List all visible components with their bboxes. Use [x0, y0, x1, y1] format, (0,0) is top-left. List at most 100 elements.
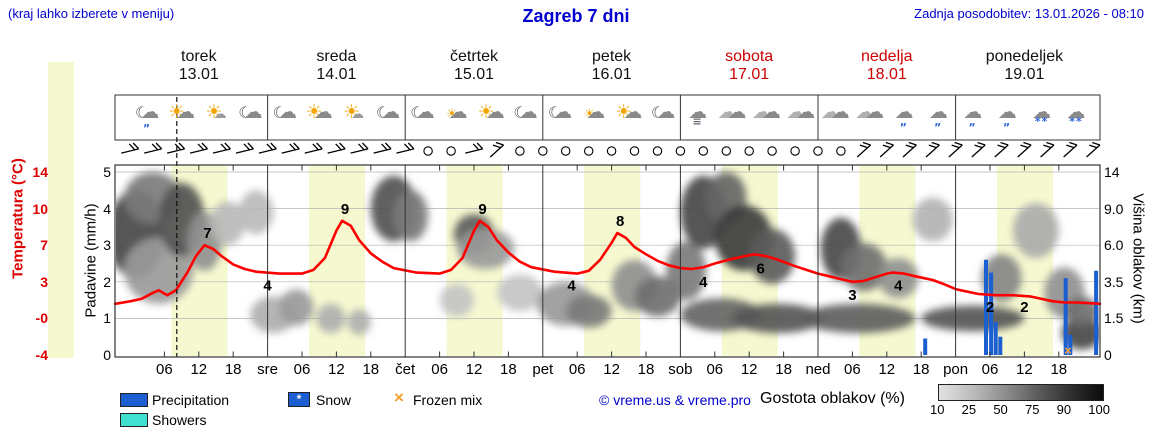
rain-mark-icon: „	[968, 115, 977, 128]
day-name: ponedeljek	[985, 48, 1064, 65]
day-name: sreda	[316, 48, 357, 65]
weather-icon-cloudy: ☁☁	[715, 100, 749, 136]
weather-icon-mostly-sunny: ☀☁	[337, 100, 371, 136]
weather-icon-partly-sunny: ☀☁	[612, 100, 646, 136]
hour-label: 12	[740, 361, 758, 378]
precipitation-legend-label: Precipitation	[152, 392, 230, 408]
hour-label: 06	[156, 361, 173, 378]
weather-icon-cloudy: ☁☁	[784, 100, 818, 136]
weather-icon-cloudy-sun: ☀☁	[440, 100, 474, 136]
day-header-petek: petek 16.01	[552, 48, 672, 84]
density-tick-label: 100	[1088, 402, 1110, 417]
svg-text:9: 9	[341, 201, 349, 218]
svg-text:4: 4	[894, 278, 903, 295]
day-header-torek: torek 13.01	[139, 48, 259, 84]
day-name: četrtek	[449, 48, 498, 65]
weather-icon-partly-sunny: ☀☁	[165, 100, 199, 136]
copyright-link[interactable]: © vreme.us & vreme.pro	[599, 392, 751, 408]
weather-icon-cloudy: ☁☁	[749, 100, 783, 136]
sun-icon: ☀	[343, 101, 361, 123]
time-axis: 06 12 18 sre 06 12 18 čet 06 12 18 pet 06 12 18 sob 06 12…	[0, 361, 1152, 379]
hour-label: 18	[500, 361, 517, 378]
weather-icon-night-cloudy: ☾☁	[268, 100, 302, 136]
day-date: 18.01	[866, 66, 907, 83]
tick-label: 0	[1104, 347, 1112, 363]
weather-icon-rain: ☁ „	[990, 100, 1024, 136]
hour-label: 18	[775, 361, 792, 378]
snow-icon: *	[288, 392, 310, 407]
svg-text:×: ×	[1064, 343, 1072, 358]
cloud-icon: ☁	[1032, 101, 1052, 123]
cloud-icon: ☁	[381, 101, 401, 123]
showers-swatch	[120, 413, 148, 427]
cloud-density-tick-labels: 10 25 50 75 90 100	[930, 402, 1110, 417]
moon-icon: ☾	[651, 103, 666, 122]
cloud-icon: ☁	[865, 101, 885, 123]
cloud-density-gradient-bar	[938, 384, 1104, 401]
density-tick-label: 90	[1056, 402, 1072, 417]
cloud-icon: ☁	[140, 101, 160, 123]
hour-label: 18	[1050, 361, 1068, 378]
cloud-icon: ☁	[176, 101, 196, 123]
cloud-icon: ☁	[243, 101, 263, 123]
cloud-icon: ☁	[997, 101, 1017, 123]
day-header-četrtek: četrtek 15.01	[414, 48, 534, 84]
tick-label: 2	[103, 273, 111, 290]
cloud-icon: ☁	[485, 101, 505, 123]
density-tick-label: 75	[1024, 402, 1040, 417]
density-tick-label: 25	[961, 402, 977, 417]
cloud-icon: ☁	[586, 101, 606, 123]
weather-icon-cloudy-sun: ☀☁	[577, 100, 611, 136]
cloud-icon: ☁	[855, 101, 875, 123]
hour-label: 18	[224, 361, 242, 378]
cloud-icon: ☁	[796, 101, 816, 123]
cloud-icon: ☁	[1066, 101, 1086, 123]
weather-icon-partly-sunny: ☀☁	[302, 100, 336, 136]
tick-label: 1	[103, 310, 111, 327]
rain-mark-icon: „	[934, 115, 943, 128]
cloud-icon: ☁	[415, 101, 435, 123]
hour-label: 06	[431, 361, 448, 378]
cloud-icon: ☁	[313, 101, 333, 123]
tick-label: 6.0	[1104, 237, 1124, 254]
hour-label: 18	[637, 361, 655, 378]
day-name: nedelja	[860, 48, 913, 65]
sun-icon: ☀	[205, 101, 223, 123]
snow-legend-label: Snow	[316, 392, 352, 408]
hour-label: 06	[293, 361, 311, 378]
day-abbrev-label: sob	[668, 361, 693, 378]
day-header-ponedeljek: ponedeljek 19.01	[964, 48, 1084, 84]
rain-mark-icon: „	[143, 116, 152, 129]
day-date: 16.01	[591, 66, 632, 83]
cloud-icon: ☁	[623, 101, 643, 123]
sun-icon: ☀	[615, 101, 633, 123]
sun-icon: ☀	[445, 107, 458, 122]
cloud-icon: ☁	[751, 101, 771, 123]
cloud-icon: ☁	[928, 101, 948, 123]
moon-icon: ☾	[375, 103, 391, 122]
rain-mark-icon: „	[1003, 115, 1012, 128]
hour-label: 12	[878, 361, 896, 378]
weather-icon-sunny: ☀☁	[199, 100, 233, 136]
day-abbrev-label: ned	[805, 361, 831, 378]
day-date: 19.01	[1004, 66, 1045, 83]
svg-text:2: 2	[986, 299, 994, 316]
svg-text:8: 8	[616, 213, 624, 230]
cloud-density-title: Gostota oblakov (%)	[760, 390, 905, 407]
day-name: torek	[181, 48, 217, 65]
cloud-icon: ☁	[213, 107, 227, 122]
cloud-icon: ☁	[820, 101, 840, 123]
sun-icon: ☀	[168, 101, 186, 123]
svg-text:7: 7	[203, 225, 211, 242]
cloud-icon: ☁	[656, 101, 676, 123]
weather-icon-night-cloudy: ☾☁	[405, 100, 439, 136]
weather-icon-rain: ☁ „	[956, 100, 990, 136]
cloud-icon: ☁	[688, 101, 708, 123]
tick-label: 14	[1104, 164, 1120, 180]
hour-label: 06	[706, 361, 724, 378]
showers-legend-label: Showers	[152, 412, 207, 428]
cloud-icon: ☁	[761, 101, 781, 123]
weather-icon-fog: ☁ ≡	[681, 100, 715, 136]
weather-icon-rain: ☁ „	[921, 100, 955, 136]
hour-label: 06	[981, 361, 999, 378]
